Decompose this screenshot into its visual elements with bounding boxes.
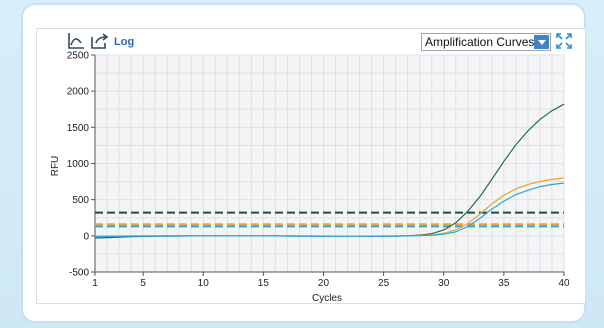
log-scale-toggle[interactable]: Log xyxy=(114,36,135,48)
expand-icon[interactable] xyxy=(556,33,572,49)
chart-panel xyxy=(36,28,586,304)
chart-axis-icon[interactable] xyxy=(66,32,86,50)
chart-mode-selected-label: Amplification Curves xyxy=(425,35,535,49)
export-icon[interactable] xyxy=(90,32,110,50)
chevron-down-icon[interactable] xyxy=(534,35,549,49)
chart-mode-select[interactable]: Amplification Curves xyxy=(421,33,551,51)
